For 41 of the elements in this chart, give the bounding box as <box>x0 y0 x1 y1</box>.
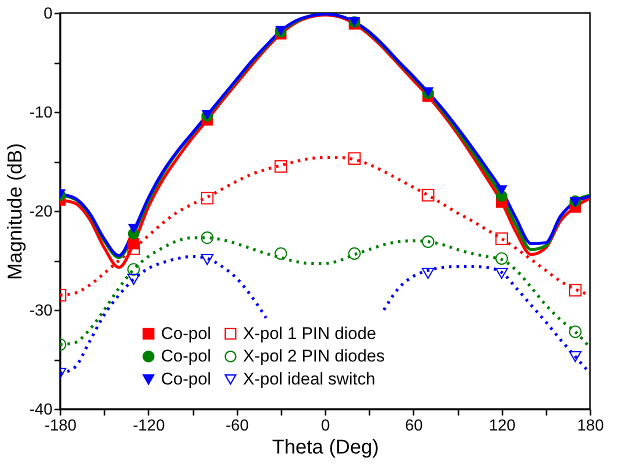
x-axis-title: Theta (Deg) <box>272 436 379 458</box>
x-tick-label: 180 <box>577 418 604 434</box>
x-tick-label: -180 <box>44 418 77 434</box>
legend-label: Co-pol <box>161 346 212 366</box>
legend-label: Co-pol <box>161 324 212 343</box>
x-tick-label: 60 <box>404 418 423 434</box>
point <box>496 185 508 196</box>
legend-label: X-pol 1 PIN diode <box>243 324 376 343</box>
point <box>422 268 434 279</box>
point <box>200 192 214 204</box>
point <box>127 242 140 255</box>
y-tick-label: -20 <box>29 204 53 220</box>
point <box>200 254 214 266</box>
legend-label: X-pol ideal switch <box>243 370 376 388</box>
point <box>348 247 361 260</box>
point <box>127 274 140 285</box>
legend-label: X-pol 2 PIN diodes <box>243 346 385 366</box>
x-tick-label: -60 <box>226 418 249 434</box>
point <box>495 232 508 246</box>
point <box>568 325 582 338</box>
legend-label: Co-pol <box>161 370 212 388</box>
point <box>495 268 508 279</box>
x-tick-label: -120 <box>132 418 165 434</box>
point <box>495 252 508 265</box>
point <box>274 247 288 260</box>
point <box>128 224 140 234</box>
point <box>348 152 361 165</box>
y-tick-label: -10 <box>29 104 53 122</box>
point <box>127 263 140 276</box>
y-tick-label: 0 <box>44 6 53 22</box>
y-tick-label: -40 <box>29 402 53 418</box>
x-tick-label: 0 <box>321 418 330 434</box>
point <box>568 350 582 362</box>
point <box>274 160 288 173</box>
y-tick-label: -30 <box>29 302 53 320</box>
y-axis-title: Magnitude (dB) <box>4 143 26 280</box>
x-tick-label: 120 <box>488 418 516 434</box>
point <box>422 235 434 248</box>
point <box>422 188 434 202</box>
point <box>568 284 582 296</box>
point <box>200 231 214 244</box>
